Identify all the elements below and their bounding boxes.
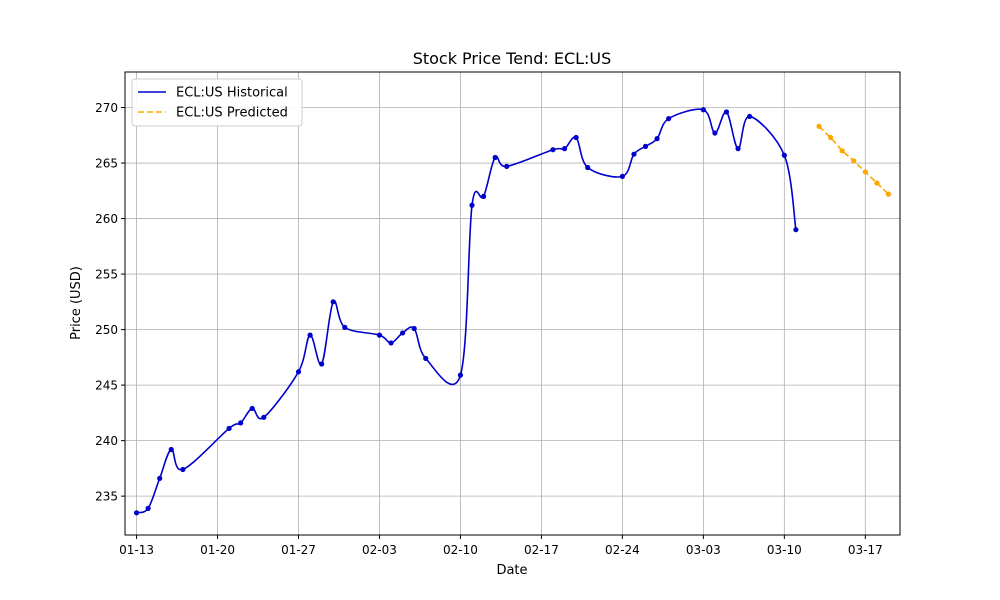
data-point <box>457 372 464 378</box>
data-point <box>492 154 498 161</box>
x-tick-label: 02-24 <box>605 543 640 557</box>
series-predicted <box>816 123 892 197</box>
legend: ECL:US Historical ECL:US Predicted <box>131 78 303 127</box>
plot-frame <box>124 71 901 536</box>
data-point <box>133 510 140 516</box>
data-point <box>851 158 857 164</box>
data-point <box>550 147 556 153</box>
y-tick-label: 245 <box>95 378 118 392</box>
x-tick-label: 03-10 <box>767 543 802 557</box>
data-point <box>226 425 232 432</box>
x-tick-label: 02-10 <box>443 543 478 557</box>
x-tick-label: 03-03 <box>686 543 721 557</box>
data-point <box>862 169 868 175</box>
data-point <box>469 202 475 208</box>
y-tick-label: 255 <box>95 267 118 281</box>
data-point <box>666 116 672 122</box>
data-point <box>654 136 660 142</box>
data-point <box>423 355 429 362</box>
data-point <box>781 152 787 158</box>
series-line <box>136 108 797 514</box>
data-point <box>168 446 174 453</box>
x-axis: 01-13 01-20 01-27 02-03 02-10 02-17 02-24 03-03… <box>119 535 883 557</box>
data-point <box>411 325 417 332</box>
data-point <box>816 123 822 130</box>
x-tick-label: 02-17 <box>524 543 559 557</box>
y-tick-label: 260 <box>95 212 118 226</box>
data-point <box>631 151 637 157</box>
data-point <box>827 134 834 141</box>
x-tick-label: 01-20 <box>200 543 235 557</box>
data-point <box>295 369 302 375</box>
data-point <box>261 414 267 420</box>
x-tick-label: 01-13 <box>119 543 154 557</box>
x-axis-label: Date <box>496 563 527 578</box>
data-point <box>712 130 718 136</box>
data-point <box>793 227 799 233</box>
data-point <box>307 332 313 338</box>
data-point <box>735 146 741 152</box>
data-point <box>619 173 625 179</box>
legend-label-predicted: ECL:US Predicted <box>176 106 288 121</box>
series-layer <box>133 107 892 516</box>
data-point <box>561 146 568 152</box>
y-axis-label: Price (USD) <box>69 266 84 340</box>
data-point <box>700 107 706 113</box>
data-point <box>504 163 510 169</box>
y-tick-label: 270 <box>95 101 118 115</box>
x-tick-label: 03-17 <box>848 543 883 557</box>
data-point <box>642 143 649 149</box>
data-point <box>747 113 753 120</box>
data-point <box>238 420 244 426</box>
data-point <box>585 164 591 171</box>
series-historical <box>133 107 799 516</box>
data-point <box>249 405 255 412</box>
data-point <box>330 299 336 305</box>
data-point <box>400 330 406 336</box>
y-tick-label: 265 <box>95 156 118 170</box>
data-point <box>342 324 348 330</box>
data-point <box>885 191 892 197</box>
y-tick-label: 235 <box>95 489 118 503</box>
data-point <box>480 193 487 199</box>
legend-label-historical: ECL:US Historical <box>176 86 288 101</box>
y-tick-label: 250 <box>95 323 118 337</box>
data-point <box>874 180 880 186</box>
data-point <box>573 134 579 141</box>
grid <box>125 72 900 535</box>
x-tick-label: 01-27 <box>281 543 316 557</box>
y-axis: 235 240 245 250 255 260 265 270 <box>95 101 125 503</box>
chart-title: Stock Price Tend: ECL:US <box>413 49 612 68</box>
data-point <box>180 466 186 473</box>
data-point <box>388 340 394 346</box>
data-point <box>376 332 383 338</box>
data-point <box>723 109 730 115</box>
y-tick-label: 240 <box>95 434 118 448</box>
data-point <box>145 505 151 511</box>
legend-box <box>131 78 303 127</box>
data-point <box>319 361 325 367</box>
x-tick-label: 02-03 <box>362 543 397 557</box>
data-point <box>157 475 163 481</box>
data-point <box>839 148 845 154</box>
